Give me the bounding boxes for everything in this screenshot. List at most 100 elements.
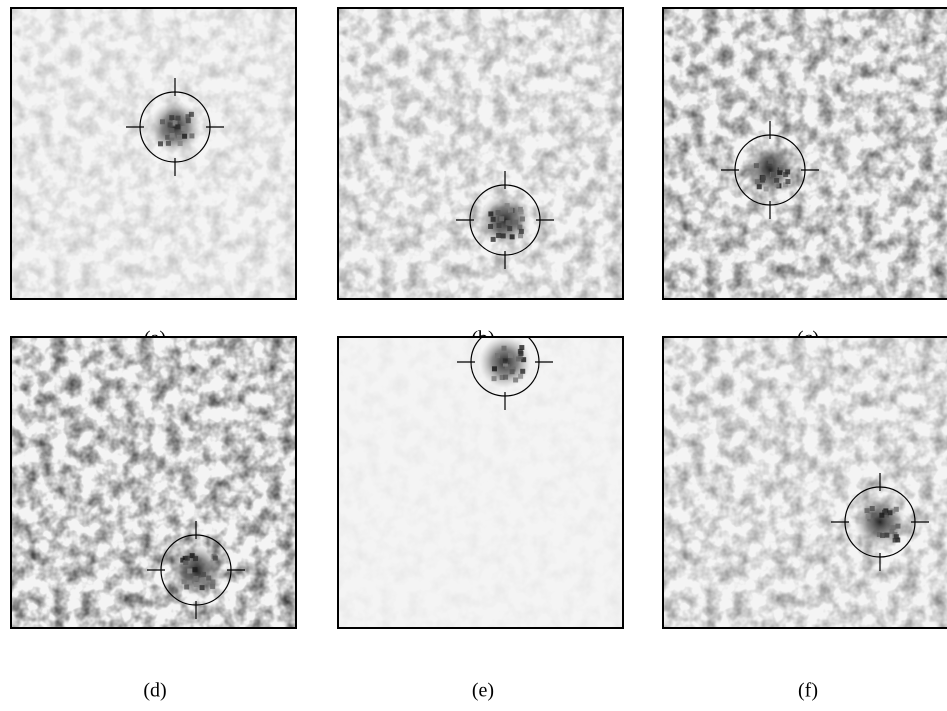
target-pixel — [508, 208, 513, 213]
target-pixel — [183, 560, 188, 565]
noise — [337, 336, 624, 629]
target-pixel — [178, 141, 183, 146]
target-pixel — [785, 179, 790, 184]
target-pixel — [189, 112, 194, 117]
noise — [10, 7, 297, 300]
target-pixel — [192, 567, 197, 572]
target-pixel — [166, 141, 171, 146]
target-pixel — [501, 233, 506, 238]
target-pixel — [175, 124, 180, 129]
target-pixel — [187, 569, 192, 574]
target-pixel — [492, 366, 497, 371]
target-pixel — [518, 233, 523, 238]
target-pixel — [505, 203, 510, 208]
target-pixel — [520, 369, 525, 374]
target-pixel — [503, 358, 508, 363]
target-pixel — [168, 122, 173, 127]
target-pixel — [158, 141, 163, 146]
target-pixel — [206, 576, 211, 581]
target-pixel — [210, 584, 215, 589]
page: (a) (b) (c) (d) (e) (f) (() => { const d… — [0, 0, 947, 711]
caption: (e) — [472, 680, 494, 702]
target-pixel — [774, 178, 779, 183]
target-pixel — [491, 217, 496, 222]
target-pixel — [519, 229, 524, 234]
target-pixel — [754, 163, 759, 168]
target-pixel — [884, 533, 889, 538]
target-pixel — [201, 572, 206, 577]
target-pixel — [870, 506, 875, 511]
target-pixel — [200, 585, 205, 590]
target-blob — [149, 101, 201, 153]
target-pixel — [184, 584, 189, 589]
target-pixel — [173, 120, 178, 125]
target-pixel — [193, 556, 198, 561]
target-pixel — [488, 224, 493, 229]
image-panel — [10, 7, 297, 300]
target-pixel — [169, 128, 174, 133]
target-pixel — [516, 356, 521, 361]
target-pixel — [865, 508, 870, 513]
noise — [10, 336, 297, 629]
target-pixel — [199, 578, 204, 583]
target-pixel — [497, 223, 502, 228]
target-pixel — [519, 209, 524, 214]
target-pixel — [895, 524, 900, 529]
target-pixel — [213, 556, 218, 561]
target-pixel — [517, 225, 522, 230]
target-pixel — [513, 220, 518, 225]
target-pixel — [887, 510, 892, 515]
target-pixel — [189, 133, 194, 138]
target-pixel — [519, 345, 524, 350]
target-pixel — [518, 374, 523, 379]
target-pixel — [502, 346, 507, 351]
target-pixel — [182, 579, 187, 584]
target-pixel — [488, 211, 493, 216]
target-pixel — [496, 233, 501, 238]
target-pixel — [177, 135, 182, 140]
target-pixel — [170, 133, 175, 138]
figure: (a) (b) (c) (d) (e) (f) — [0, 0, 947, 711]
target-pixel — [510, 369, 515, 374]
target-pixel — [757, 184, 762, 189]
target-pixel — [176, 116, 181, 121]
target-pixel — [779, 165, 784, 170]
target-pixel — [880, 533, 885, 538]
target-pixel — [755, 179, 760, 184]
image-panel — [662, 336, 947, 629]
target-pixel — [496, 210, 501, 215]
target-pixel — [182, 134, 187, 139]
target-pixel — [872, 513, 877, 518]
image-panel — [337, 7, 624, 300]
noise — [662, 336, 947, 629]
target-pixel — [492, 376, 497, 381]
target-pixel — [893, 538, 898, 543]
target-pixel — [194, 582, 199, 587]
noise — [662, 7, 947, 300]
target-pixel — [519, 351, 524, 356]
target-pixel — [503, 375, 508, 380]
target-pixel — [771, 172, 776, 177]
target-pixel — [513, 377, 518, 382]
image-panel — [337, 314, 624, 629]
target-pixel — [491, 237, 496, 242]
target-pixel — [785, 169, 790, 174]
image-panel — [662, 7, 947, 300]
target-pixel — [160, 119, 165, 124]
target-pixel — [866, 514, 871, 519]
target-pixel — [510, 234, 515, 239]
target-pixel — [185, 556, 190, 561]
target-pixel — [499, 216, 504, 221]
target-pixel — [181, 126, 186, 131]
noise — [337, 7, 624, 300]
target-pixel — [764, 187, 769, 192]
target-pixel — [495, 353, 500, 358]
target-pixel — [768, 159, 773, 164]
target-pixel — [506, 220, 511, 225]
image-panel — [10, 336, 297, 629]
target-pixel — [761, 175, 766, 180]
target-pixel — [879, 513, 884, 518]
target-pixel — [169, 115, 174, 120]
target-pixel — [520, 216, 525, 221]
target-pixel — [775, 183, 780, 188]
